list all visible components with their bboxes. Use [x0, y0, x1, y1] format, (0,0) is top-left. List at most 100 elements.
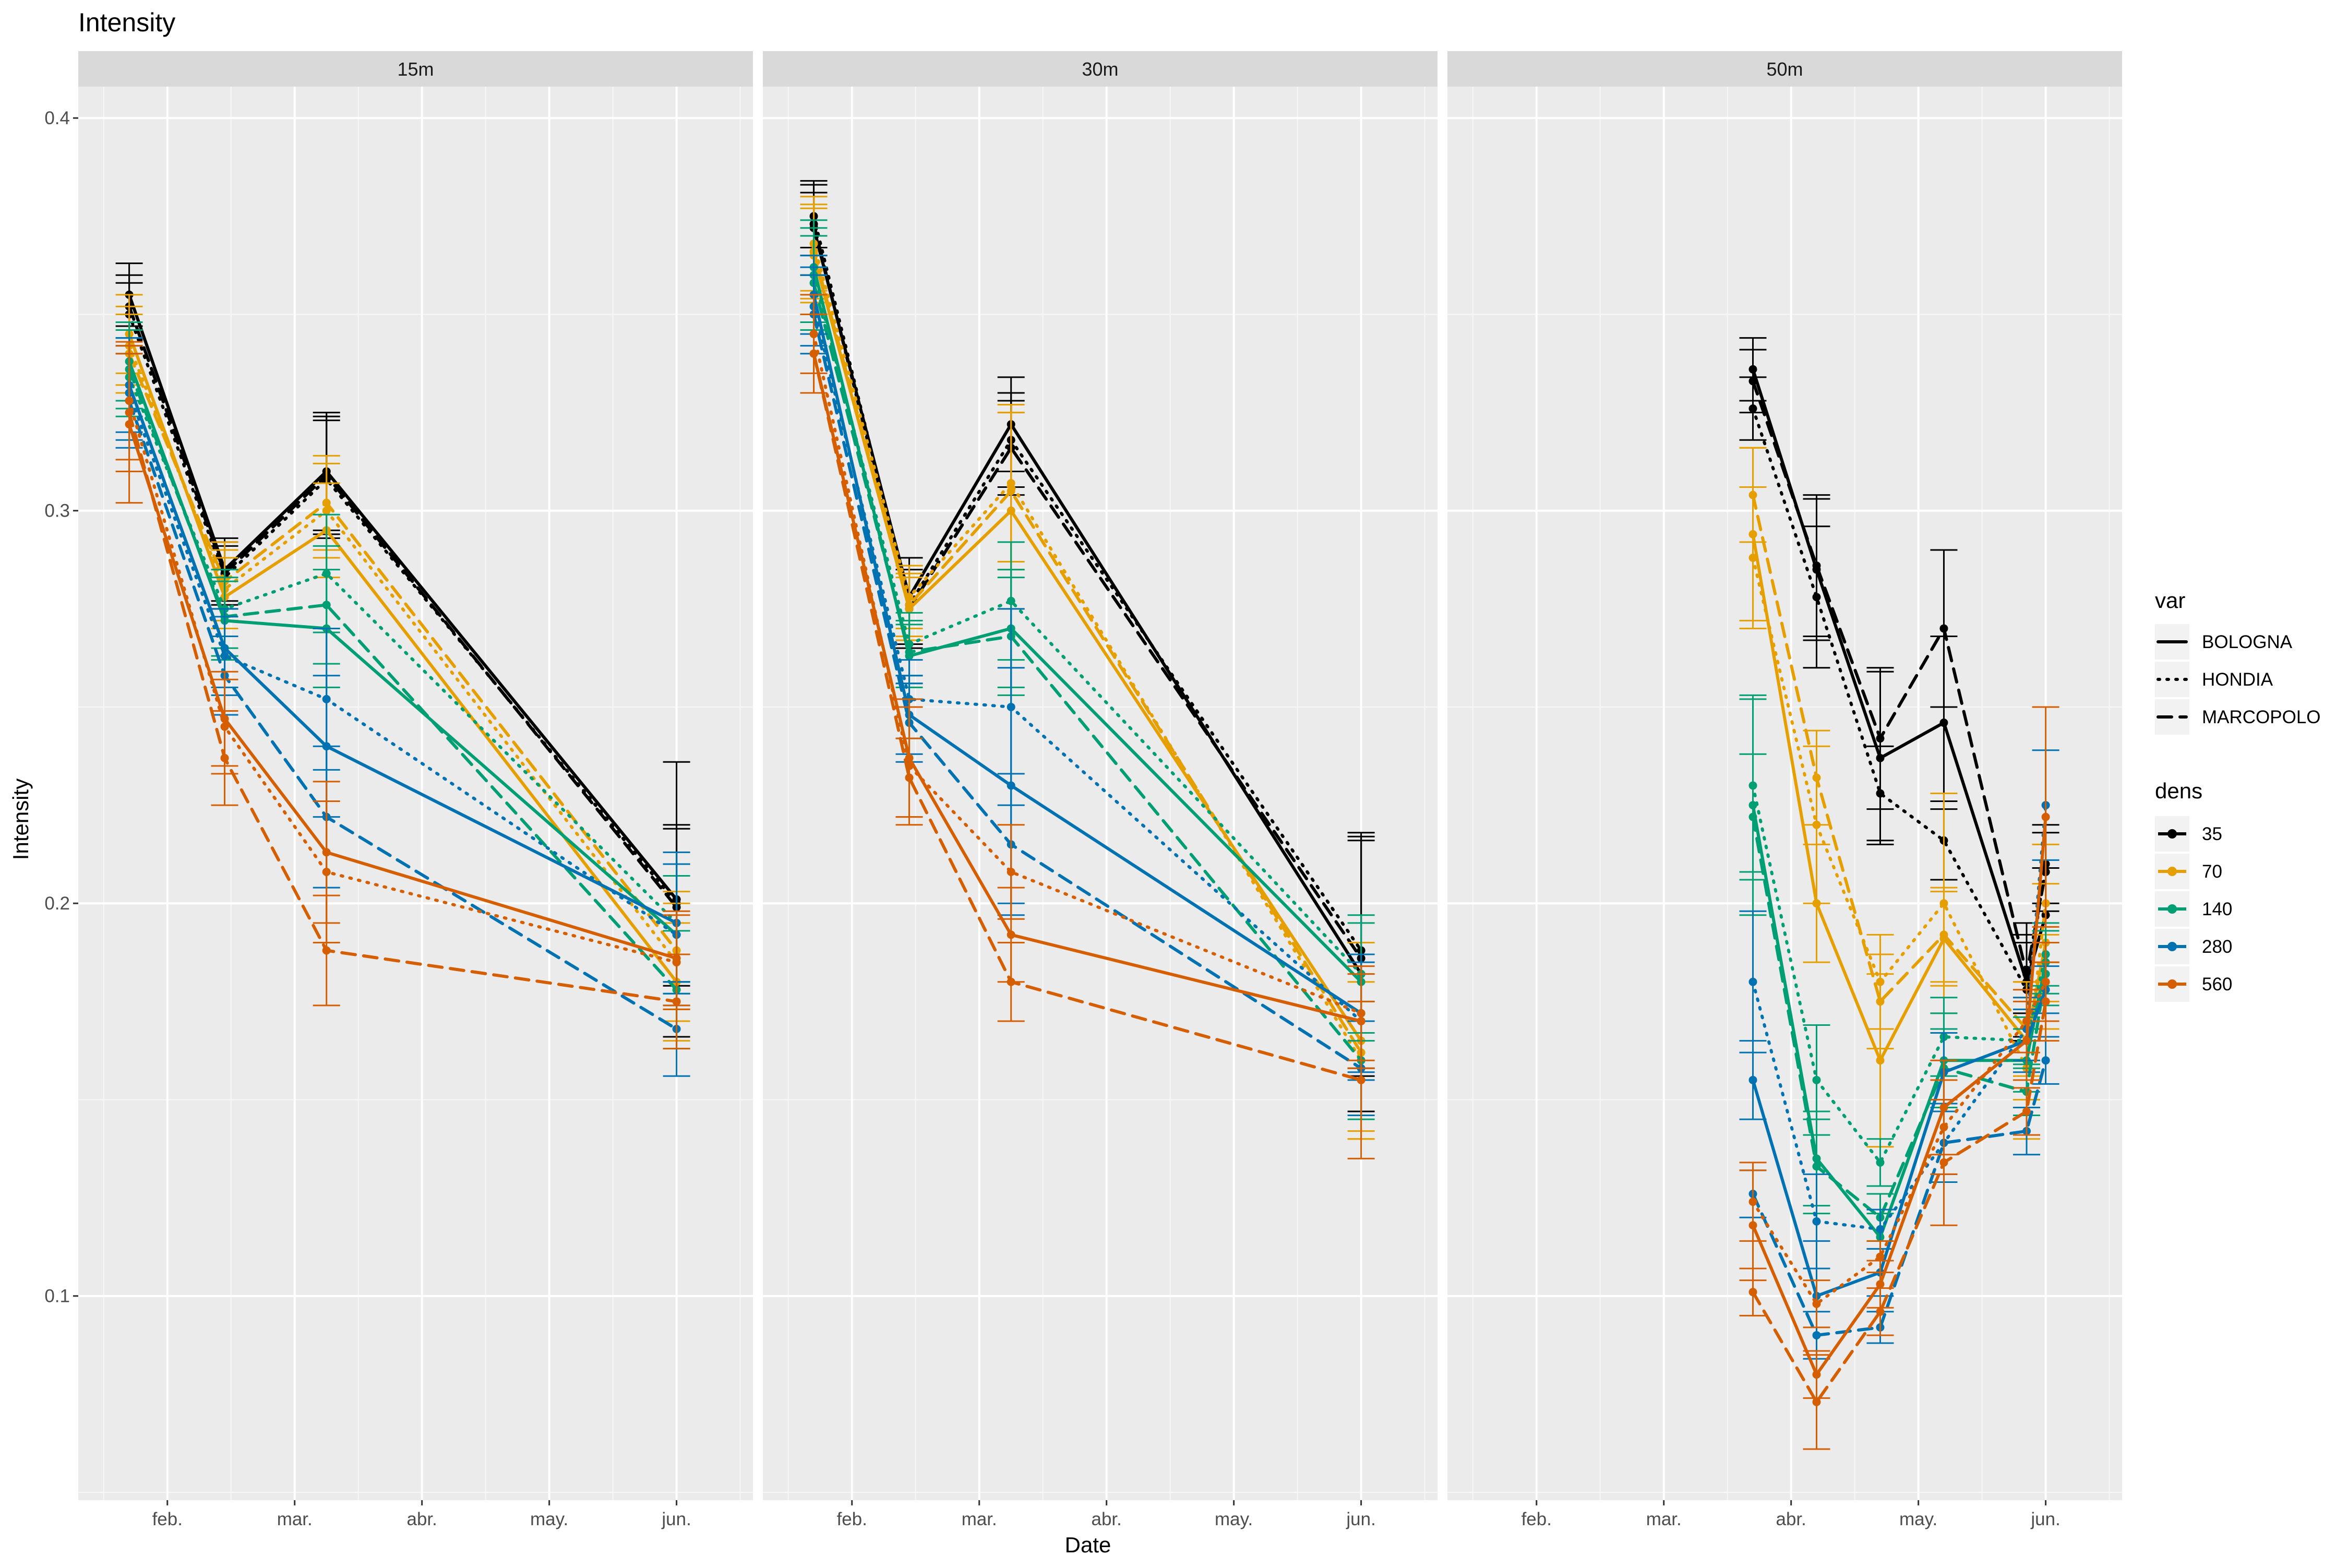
data-point — [322, 946, 331, 955]
series-line — [127, 344, 678, 964]
series-line — [812, 226, 1363, 976]
y-axis-title: Intensity — [8, 779, 33, 860]
legend-title-dens: dens — [2155, 779, 2202, 803]
data-point — [1876, 1280, 1885, 1289]
series-line — [127, 411, 678, 1003]
x-tick-label: mar. — [277, 1509, 313, 1529]
data-point — [125, 408, 134, 417]
data-point — [1812, 1331, 1821, 1339]
series-line — [127, 383, 678, 925]
data-point — [322, 601, 331, 609]
x-tick-label: feb. — [1522, 1509, 1552, 1529]
series-MARCOPOLO-560 — [800, 313, 1375, 1159]
data-point — [1748, 377, 1757, 386]
data-point — [905, 773, 914, 782]
panel-30m: 30m feb. mar. abr. may. jun. — [763, 51, 1437, 1529]
data-point — [1876, 1252, 1885, 1261]
x-tick-label: mar. — [1646, 1509, 1682, 1529]
data-point — [1007, 930, 1015, 939]
series-line — [127, 423, 678, 960]
data-point — [1939, 930, 1948, 939]
facet-strip-label: 15m — [397, 58, 434, 80]
data-point — [1748, 1288, 1757, 1297]
data-point — [2041, 812, 2050, 821]
series-line — [812, 352, 1363, 1082]
facet-strip-label: 30m — [1082, 58, 1118, 80]
data-point — [1812, 1397, 1821, 1406]
series-line — [127, 367, 678, 991]
series-line — [1751, 407, 2047, 991]
legend-label-dens: 140 — [2202, 899, 2232, 919]
data-point — [1939, 719, 1948, 727]
legend-color-point — [2167, 942, 2177, 951]
facet-strip — [78, 51, 753, 87]
x-tick-label: abr. — [407, 1509, 437, 1529]
x-axis-title: Date — [1065, 1533, 1111, 1557]
series-line — [127, 399, 678, 1031]
data-point — [1812, 1299, 1821, 1308]
data-point — [1876, 734, 1885, 743]
legend-color-point — [2167, 829, 2177, 839]
series-line — [812, 273, 1363, 976]
x-tick-label: jun. — [2030, 1509, 2060, 1529]
data-point — [1357, 1075, 1365, 1084]
x-tick-label: jun. — [1346, 1509, 1375, 1529]
data-point — [1812, 773, 1821, 782]
series-line — [812, 214, 1363, 952]
series-line — [812, 250, 1363, 1055]
data-point — [1939, 1158, 1948, 1167]
data-point — [1748, 490, 1757, 499]
panels: 15m feb. mar. abr. may. jun. 30m feb. mar. abr. ma… — [44, 51, 2122, 1529]
legend-label-dens: 280 — [2202, 937, 2232, 957]
data-point — [905, 601, 914, 609]
series-MARCOPOLO-560 — [115, 353, 690, 1050]
x-tick-label: jun. — [661, 1509, 691, 1529]
legend-label-dens: 70 — [2202, 861, 2222, 882]
data-point — [1007, 702, 1015, 711]
data-point — [1876, 1056, 1885, 1065]
data-point — [1939, 624, 1948, 633]
series-line — [812, 305, 1363, 1023]
x-tick-label: abr. — [1776, 1509, 1806, 1529]
x-tick-label: mar. — [962, 1509, 997, 1529]
data-point — [1876, 1307, 1885, 1316]
chart-title: Intensity — [78, 8, 175, 37]
data-point — [1812, 1162, 1821, 1171]
data-point — [1007, 868, 1015, 876]
y-tick-label: 0.1 — [44, 1286, 70, 1307]
x-tick-label: feb. — [152, 1509, 183, 1529]
series-line — [1751, 784, 2047, 1164]
series-line — [1751, 379, 2047, 976]
data-point — [905, 648, 914, 656]
data-point — [1876, 997, 1885, 1006]
legend-label-dens: 35 — [2202, 824, 2222, 844]
series-line — [127, 293, 678, 901]
x-tick-label: may. — [1215, 1509, 1253, 1529]
series-line — [127, 305, 678, 909]
x-tick-label: may. — [530, 1509, 568, 1529]
legend-color-point — [2167, 979, 2177, 989]
series-line — [1751, 980, 2047, 1306]
series-MARCOPOLO-560 — [1739, 961, 2059, 1450]
data-point — [1007, 977, 1015, 986]
data-point — [1748, 1198, 1757, 1206]
series-line — [1751, 988, 2047, 1298]
data-point — [322, 868, 331, 876]
x-tick-label: feb. — [837, 1509, 867, 1529]
series-line — [127, 352, 678, 952]
series-line — [812, 352, 1363, 1023]
data-point — [1748, 977, 1757, 986]
data-point — [322, 695, 331, 703]
data-point — [1748, 1075, 1757, 1084]
series-line — [1751, 815, 2047, 1377]
legend-label-var: HONDIA — [2202, 669, 2273, 690]
data-point — [1812, 1075, 1821, 1084]
data-point — [809, 349, 818, 358]
panel-15m: 15m feb. mar. abr. may. jun. — [78, 51, 753, 1529]
facet-strip-label: 50m — [1766, 58, 1803, 80]
series-line — [127, 399, 678, 964]
series-line — [812, 332, 1363, 1015]
data-point — [1748, 812, 1757, 821]
data-point — [2022, 1016, 2031, 1025]
